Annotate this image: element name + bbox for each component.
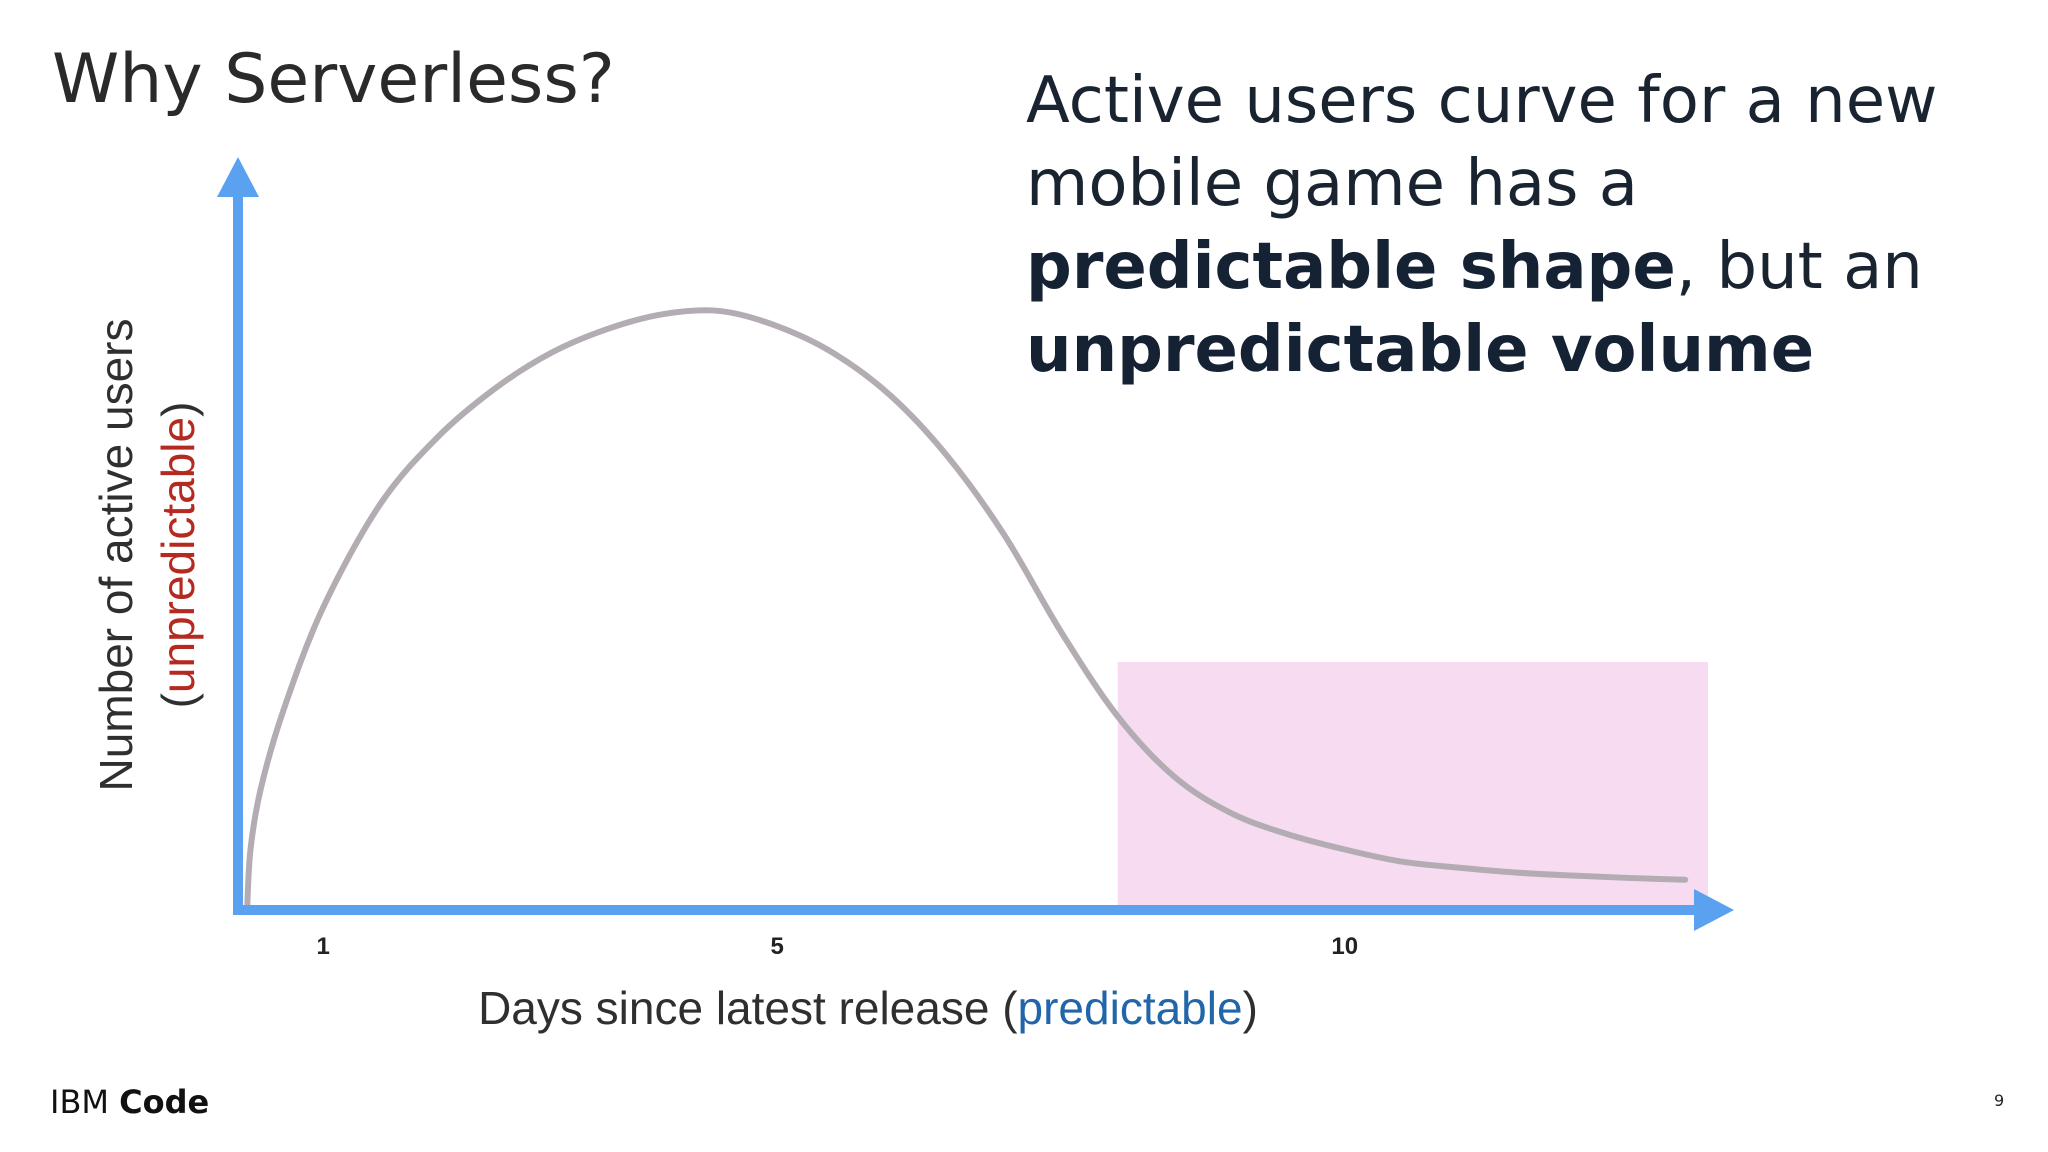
y-axis-label-line1: Number of active users <box>90 319 142 792</box>
y-axis-label-line2: (unpredictable) <box>152 402 204 709</box>
headline: Active users curve for a new mobile game… <box>1026 60 2026 392</box>
headline-bold-1: predictable shape <box>1026 230 1676 304</box>
y-axis-label-paren-close: ) <box>152 402 204 417</box>
slide-title: Why Serverless? <box>52 40 615 119</box>
brand-ibm: IBM <box>50 1083 109 1121</box>
y-axis-label: Number of active users (unpredictable) <box>90 319 204 792</box>
highlight-region <box>1117 661 1708 910</box>
ibm-code-logo: IBM Code <box>50 1083 209 1121</box>
brand-code: Code <box>119 1083 210 1121</box>
x-axis-label: Days since latest release (predictable) <box>478 982 1258 1034</box>
y-axis-label-paren-open: ( <box>152 692 204 708</box>
x-axis-label-text-end: ) <box>1243 982 1258 1034</box>
y-axis-label-accent: unpredictable <box>152 417 204 693</box>
page-number: 9 <box>1994 1091 2005 1110</box>
x-tick-label: 10 <box>1331 933 1358 960</box>
x-axis-arrow-icon <box>1694 889 1734 931</box>
active-users-curve <box>244 307 1689 913</box>
y-axis-arrow-icon <box>217 157 259 197</box>
headline-text-2: , but an <box>1675 230 1923 304</box>
x-tick-label: 5 <box>771 933 784 960</box>
x-tick-label: 1 <box>316 933 329 960</box>
x-axis-label-text: Days since latest release ( <box>478 982 1018 1034</box>
x-tick-labels: 1 5 10 <box>316 933 1358 960</box>
headline-bold-2: unpredictable volume <box>1026 313 1815 387</box>
x-axis-label-accent: predictable <box>1018 982 1243 1034</box>
headline-text-1: Active users curve for a new mobile game… <box>1026 64 1938 221</box>
